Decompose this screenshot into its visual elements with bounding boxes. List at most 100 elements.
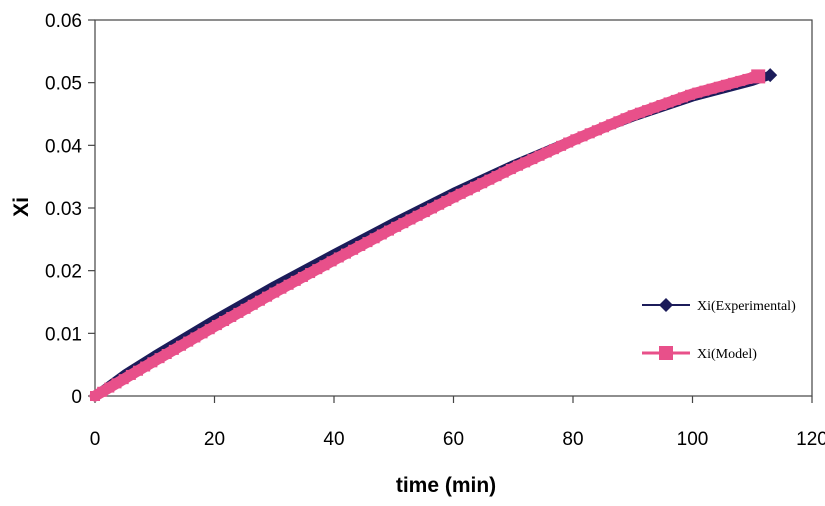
data-point [441,196,452,207]
data-point [520,157,531,168]
data-point [254,295,265,306]
y-tick-label: 0.02 [45,262,82,283]
data-point [513,160,524,171]
data-point [699,85,710,96]
data-point [190,332,201,343]
y-tick-label: 0.04 [45,136,82,157]
data-point [577,131,588,142]
data-point [448,192,459,203]
data-point [613,116,624,127]
data-point [527,154,538,165]
data-point [262,291,273,302]
x-tick-label: 80 [562,429,583,450]
data-point [348,244,359,255]
axes-layer: 0 0.01 0.02 0.03 0.04 0.05 0.06 0 20 40 60 80 100 120 [45,11,825,450]
data-point [656,100,667,111]
data-point [147,357,158,368]
data-point [692,87,703,98]
data-point [412,210,423,221]
data-point [154,353,165,364]
data-point [742,73,753,84]
data-point [620,113,631,124]
legend: Xi(Experimental) Xi(Model) [642,298,796,362]
data-point [713,81,724,92]
data-point [290,275,301,286]
series-experimental [90,68,778,401]
data-point [319,260,330,271]
data-point [97,386,108,397]
data-point [219,316,230,327]
y-axis-title: Xi [10,197,33,217]
y-tick-label: 0 [71,387,82,408]
data-point [355,240,366,251]
data-point [670,94,681,105]
data-point [534,150,545,161]
y-tick-label: 0.06 [45,11,82,32]
y-tick-label: 0.05 [45,74,82,95]
data-point [706,83,717,94]
data-point [426,203,437,214]
data-point [125,369,136,380]
data-point [606,119,617,130]
data-point [484,174,495,185]
data-point [735,75,746,86]
data-point [369,233,380,244]
data-point [663,97,674,108]
data-point [649,102,660,113]
data-point [599,122,610,133]
end-point [763,68,778,83]
data-point [634,107,645,118]
data-point [720,79,731,90]
y-tick-label: 0.01 [45,324,82,345]
data-point [312,264,323,275]
data-point [168,344,179,355]
legend-label: Xi(Model) [697,347,757,362]
data-point [161,349,172,360]
data-point [548,144,559,155]
data-point [283,279,294,290]
data-point [419,207,430,218]
data-point [591,125,602,136]
data-point [376,229,387,240]
data-point [340,248,351,259]
x-tick-label: 0 [90,429,101,450]
data-point [118,374,129,385]
x-tick-label: 20 [204,429,225,450]
data-point [728,77,739,88]
data-point [541,147,552,158]
data-point [90,391,100,401]
data-point [627,110,638,121]
data-point [677,92,688,103]
data-point [462,185,473,196]
series-model [89,69,766,402]
data-point [383,225,394,236]
data-point [362,237,373,248]
data-point [111,378,122,389]
data-point [240,303,251,314]
legend-marker-diamond [659,298,673,312]
x-tick-label: 100 [677,429,709,450]
data-point [398,218,409,229]
data-point [455,188,466,199]
data-point [584,128,595,139]
data-point [247,299,258,310]
data-point [204,324,215,335]
y-tick-label: 0.03 [45,199,82,220]
x-tick-label: 60 [443,429,464,450]
data-point [140,361,151,372]
data-point [570,134,581,145]
data-point [326,256,337,267]
legend-marker-square [659,346,673,360]
data-point [556,140,567,151]
data-point [642,105,653,116]
data-point [276,283,287,294]
data-point [391,221,402,232]
data-point [104,382,115,393]
data-point [563,137,574,148]
end-point [751,69,766,84]
legend-label: Xi(Experimental) [697,299,796,314]
data-point [226,311,237,322]
data-point [477,178,488,189]
